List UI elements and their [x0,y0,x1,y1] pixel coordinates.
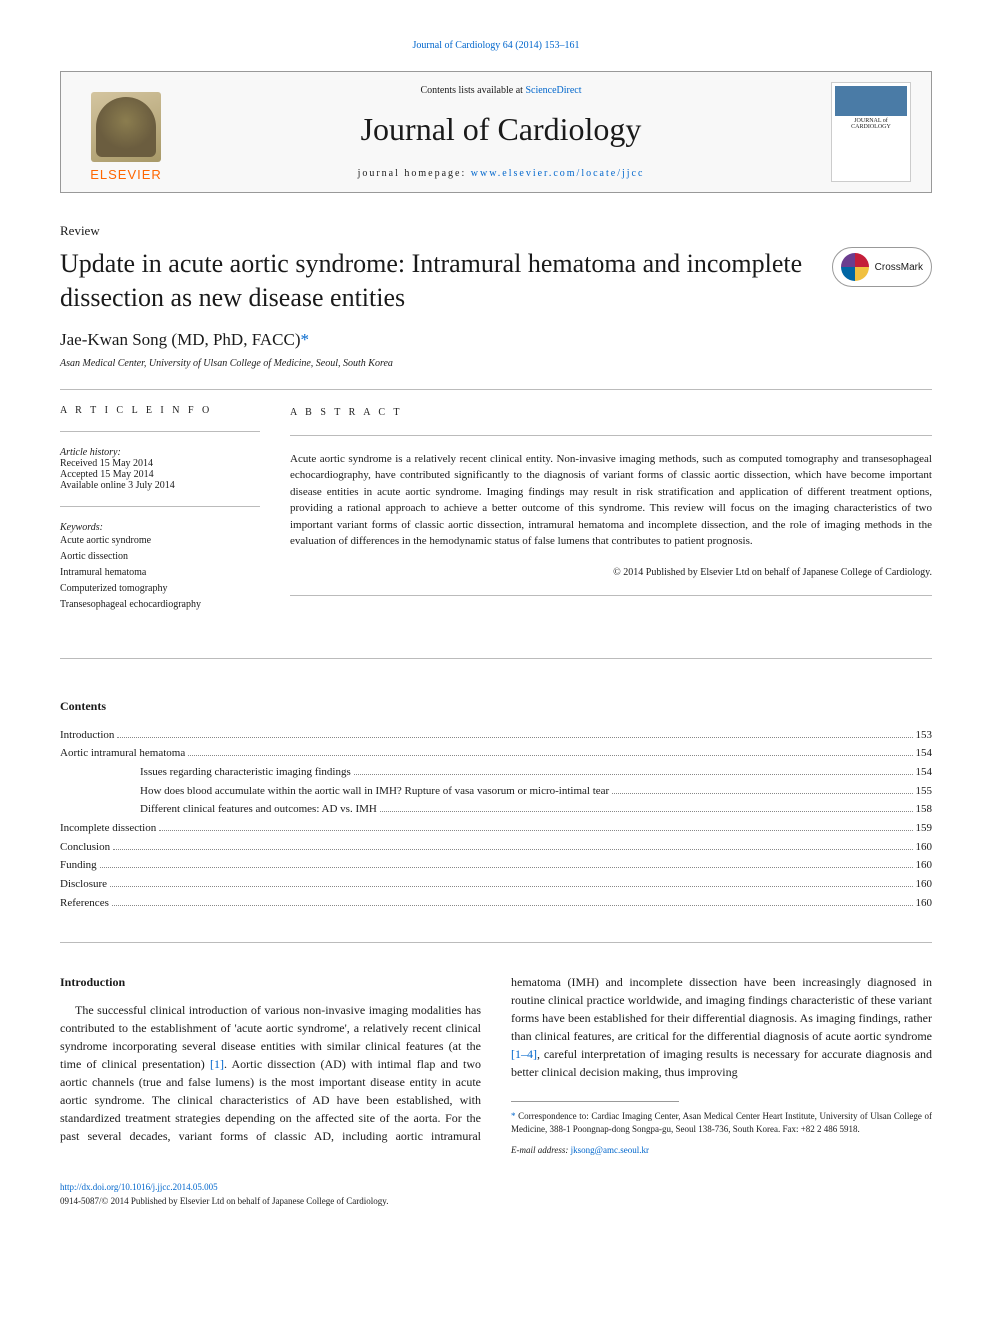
journal-title: Journal of Cardiology [191,111,811,148]
toc-list: Introduction153Aortic intramural hematom… [60,726,932,913]
toc-row[interactable]: Different clinical features and outcomes… [60,800,932,819]
corresponding-star: * [301,330,310,349]
elsevier-tree-icon [91,92,161,162]
keywords-list: Acute aortic syndromeAortic dissectionIn… [60,533,260,613]
page: Journal of Cardiology 64 (2014) 153–161 … [0,0,992,1238]
keyword: Computerized tomography [60,581,260,597]
ref-link-1-4[interactable]: [1–4] [511,1047,537,1061]
crossmark-badge[interactable]: CrossMark [832,247,932,287]
intro-heading: Introduction [60,973,481,991]
header-center: Contents lists available at ScienceDirec… [171,85,831,179]
contents-section: Contents Introduction153Aortic intramura… [60,699,932,913]
keyword: Aortic dissection [60,549,260,565]
info-abstract-row: A R T I C L E I N F O Article history: R… [60,405,932,628]
publisher-name: ELSEVIER [90,167,162,182]
article-info: A R T I C L E I N F O Article history: R… [60,405,260,628]
sciencedirect-link[interactable]: ScienceDirect [525,85,581,96]
crossmark-label: CrossMark [875,262,923,273]
ref-link-1[interactable]: [1] [210,1057,224,1071]
body-columns: Introduction The successful clinical int… [60,973,932,1156]
article-history: Article history: Received 15 May 2014 Ac… [60,447,260,491]
toc-row[interactable]: Aortic intramural hematoma154 [60,744,932,763]
email-footnote: E-mail address: jksong@amc.seoul.kr [511,1144,932,1157]
page-footer: http://dx.doi.org/10.1016/j.jjcc.2014.05… [60,1181,932,1208]
homepage-link-row: journal homepage: www.elsevier.com/locat… [191,168,811,179]
citation-header: Journal of Cardiology 64 (2014) 153–161 [60,40,932,51]
cover-title: JOURNAL of CARDIOLOGY [835,116,907,131]
authors: Jae-Kwan Song (MD, PhD, FACC)* [60,330,932,350]
contents-heading: Contents [60,699,932,714]
contents-available: Contents lists available at ScienceDirec… [191,85,811,96]
keyword: Transesophageal echocardiography [60,597,260,613]
toc-row[interactable]: Incomplete dissection159 [60,819,932,838]
keyword: Acute aortic syndrome [60,533,260,549]
keyword: Intramural hematoma [60,565,260,581]
journal-cover-thumb: JOURNAL of CARDIOLOGY [831,82,911,182]
divider [60,389,932,390]
abstract-heading: A B S T R A C T [290,405,932,420]
toc-row[interactable]: Introduction153 [60,726,932,745]
toc-row[interactable]: Issues regarding characteristic imaging … [60,763,932,782]
correspondence-footnote: * Correspondence to: Cardiac Imaging Cen… [511,1110,932,1135]
author-email[interactable]: jksong@amc.seoul.kr [571,1145,649,1155]
title-row: Update in acute aortic syndrome: Intramu… [60,247,932,315]
abstract-copyright: © 2014 Published by Elsevier Ltd on beha… [290,565,932,580]
toc-row[interactable]: Conclusion160 [60,838,932,857]
publisher-logo: ELSEVIER [81,82,171,182]
crossmark-icon [841,253,869,281]
article-type: Review [60,223,932,239]
toc-row[interactable]: References160 [60,894,932,913]
issn-copyright: 0914-5087/© 2014 Published by Elsevier L… [60,1196,388,1206]
journal-header-box: ELSEVIER Contents lists available at Sci… [60,71,932,193]
abstract: A B S T R A C T Acute aortic syndrome is… [290,405,932,628]
cover-top-band [835,86,907,116]
toc-row[interactable]: How does blood accumulate within the aor… [60,782,932,801]
doi-link[interactable]: http://dx.doi.org/10.1016/j.jjcc.2014.05… [60,1182,218,1192]
footnote-separator [511,1101,679,1102]
info-heading: A R T I C L E I N F O [60,405,260,416]
article-title: Update in acute aortic syndrome: Intramu… [60,247,812,315]
toc-row[interactable]: Disclosure160 [60,875,932,894]
keywords-block: Keywords: Acute aortic syndromeAortic di… [60,522,260,613]
affiliation: Asan Medical Center, University of Ulsan… [60,358,932,369]
toc-row[interactable]: Funding160 [60,856,932,875]
homepage-url[interactable]: www.elsevier.com/locate/jjcc [471,168,645,179]
abstract-text: Acute aortic syndrome is a relatively re… [290,451,932,550]
